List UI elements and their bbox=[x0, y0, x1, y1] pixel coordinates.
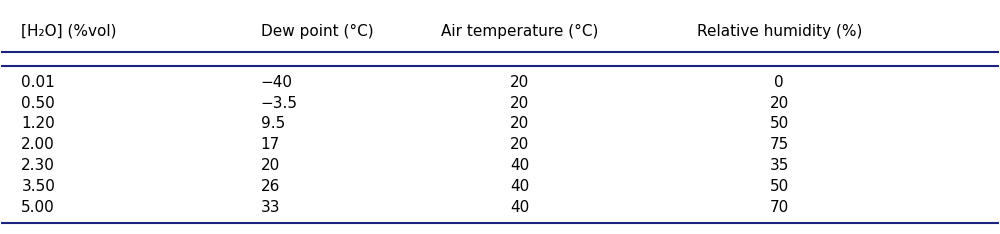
Text: Dew point (°C): Dew point (°C) bbox=[261, 24, 373, 39]
Text: 9.5: 9.5 bbox=[261, 117, 285, 132]
Text: 40: 40 bbox=[510, 200, 530, 215]
Text: 1.20: 1.20 bbox=[21, 117, 55, 132]
Text: 17: 17 bbox=[261, 137, 280, 153]
Text: 26: 26 bbox=[261, 179, 280, 194]
Text: 20: 20 bbox=[510, 117, 530, 132]
Text: 50: 50 bbox=[770, 179, 789, 194]
Text: 50: 50 bbox=[770, 117, 789, 132]
Text: 20: 20 bbox=[770, 95, 789, 110]
Text: 35: 35 bbox=[770, 158, 789, 173]
Text: 0.01: 0.01 bbox=[21, 75, 55, 90]
Text: 20: 20 bbox=[261, 158, 280, 173]
Text: 0: 0 bbox=[774, 75, 784, 90]
Text: 33: 33 bbox=[261, 200, 280, 215]
Text: 3.50: 3.50 bbox=[21, 179, 55, 194]
Text: 40: 40 bbox=[510, 179, 530, 194]
Text: −40: −40 bbox=[261, 75, 293, 90]
Text: 20: 20 bbox=[510, 137, 530, 153]
Text: [H₂O] (%vol): [H₂O] (%vol) bbox=[21, 24, 117, 39]
Text: 40: 40 bbox=[510, 158, 530, 173]
Text: 20: 20 bbox=[510, 75, 530, 90]
Text: 5.00: 5.00 bbox=[21, 200, 55, 215]
Text: −3.5: −3.5 bbox=[261, 95, 298, 110]
Text: 20: 20 bbox=[510, 95, 530, 110]
Text: Air temperature (°C): Air temperature (°C) bbox=[441, 24, 599, 39]
Text: 75: 75 bbox=[770, 137, 789, 153]
Text: 70: 70 bbox=[770, 200, 789, 215]
Text: 2.30: 2.30 bbox=[21, 158, 55, 173]
Text: 0.50: 0.50 bbox=[21, 95, 55, 110]
Text: Relative humidity (%): Relative humidity (%) bbox=[697, 24, 862, 39]
Text: 2.00: 2.00 bbox=[21, 137, 55, 153]
